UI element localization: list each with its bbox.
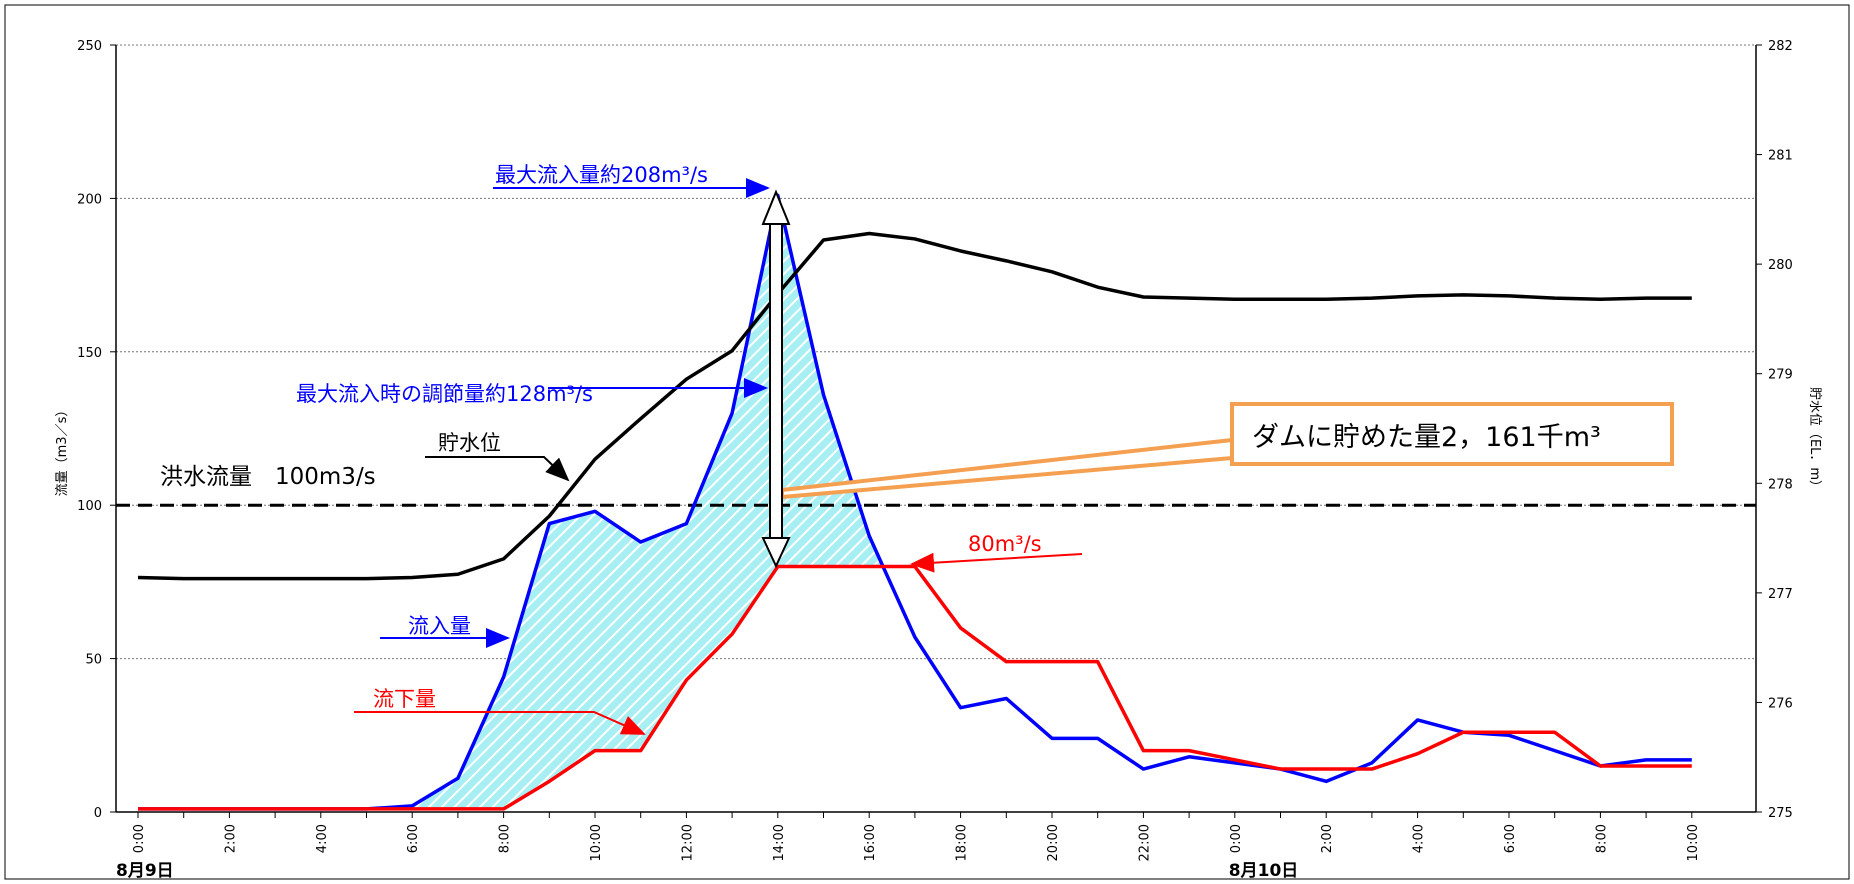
right-tick-label: 276 [1768,696,1793,711]
x-tick-label: 22:00 [1137,824,1152,861]
x-tick-label: 16:00 [863,824,878,861]
left-tick-label: 250 [77,39,102,54]
x-tick-label: 8:00 [498,824,513,853]
right-tick-label: 275 [1768,806,1793,821]
left-tick-label: 0 [94,806,102,821]
x-tick-label: 6:00 [406,824,421,853]
annotations: 最大流入量約208m³/s 最大流入時の調節量約128m³/s 洪水流量 100… [160,163,1674,735]
x-tick-label: 4:00 [315,824,330,853]
inflow-label: 流入量 [408,614,471,638]
x-tick-label: 2:00 [223,824,238,853]
peak-inflow-label: 最大流入量約208m³/s [495,163,708,187]
right-tick-label: 279 [1768,368,1793,383]
left-tick-label: 150 [77,346,102,361]
series-line-water-level [137,231,1692,581]
release-80-arrow [910,552,1083,573]
left-tick-label: 50 [85,653,102,668]
series-line-inflow [138,193,1692,811]
release-80-label: 80m³/s [968,532,1042,556]
grid-lines [116,44,1756,660]
storage-callout-box [1230,402,1674,466]
left-axis-title: 流量（m3／s） [55,404,70,497]
outflow-label: 流下量 [373,687,436,711]
regulation-double-arrow-top-head [761,189,791,225]
axes: 0 50 100 150 200 250 275 276 277 278 279 280 281 282 0… [77,39,1793,881]
x-tick-label: 18:00 [955,824,970,861]
date-label: 8月10日 [1229,861,1299,881]
x-tick-label: 14:00 [772,824,787,861]
right-axis-title: 貯水位（EL．m） [1807,387,1822,493]
x-tick-label: 6:00 [1503,824,1518,853]
right-tick-label: 278 [1768,477,1793,492]
regulation-double-arrow-bottom-head [761,537,791,569]
series-lines [137,193,1692,811]
storage-fill-area [412,195,884,809]
left-tick-label: 200 [77,192,102,207]
date-label: 8月9日 [116,861,174,881]
right-tick-label: 277 [1768,587,1793,602]
x-tick-label: 8:00 [1594,824,1609,853]
x-tick-label: 10:00 [1686,824,1701,861]
outflow-arrow [354,711,646,735]
regulation-double-arrow-body [771,222,781,540]
peak-regulation-label: 最大流入時の調節量約128m³/s [296,382,593,406]
right-tick-label: 282 [1768,39,1793,54]
x-tick-label: 12:00 [680,824,695,861]
right-tick-label: 281 [1768,149,1793,164]
storage-callout-label: ダムに貯めた量2，161千m³ [1252,422,1601,453]
stored-volume-area [412,195,884,809]
x-tick-label: 10:00 [589,824,604,861]
x-tick-label: 4:00 [1412,824,1427,853]
x-tick-label: 0:00 [132,824,147,853]
x-tick-label: 2:00 [1320,824,1335,853]
x-tick-label: 0:00 [1229,824,1244,853]
series-line-outflow [138,564,1692,811]
left-tick-label: 100 [77,499,102,514]
right-tick-label: 280 [1768,258,1793,273]
storage-callout-pointer [780,438,1234,499]
water-level-label: 貯水位 [438,431,501,455]
water-level-arrow [425,456,570,482]
threshold-label: 洪水流量 100m3/s [160,464,376,490]
x-tick-label: 20:00 [1046,824,1061,861]
outer-border [4,4,1850,880]
